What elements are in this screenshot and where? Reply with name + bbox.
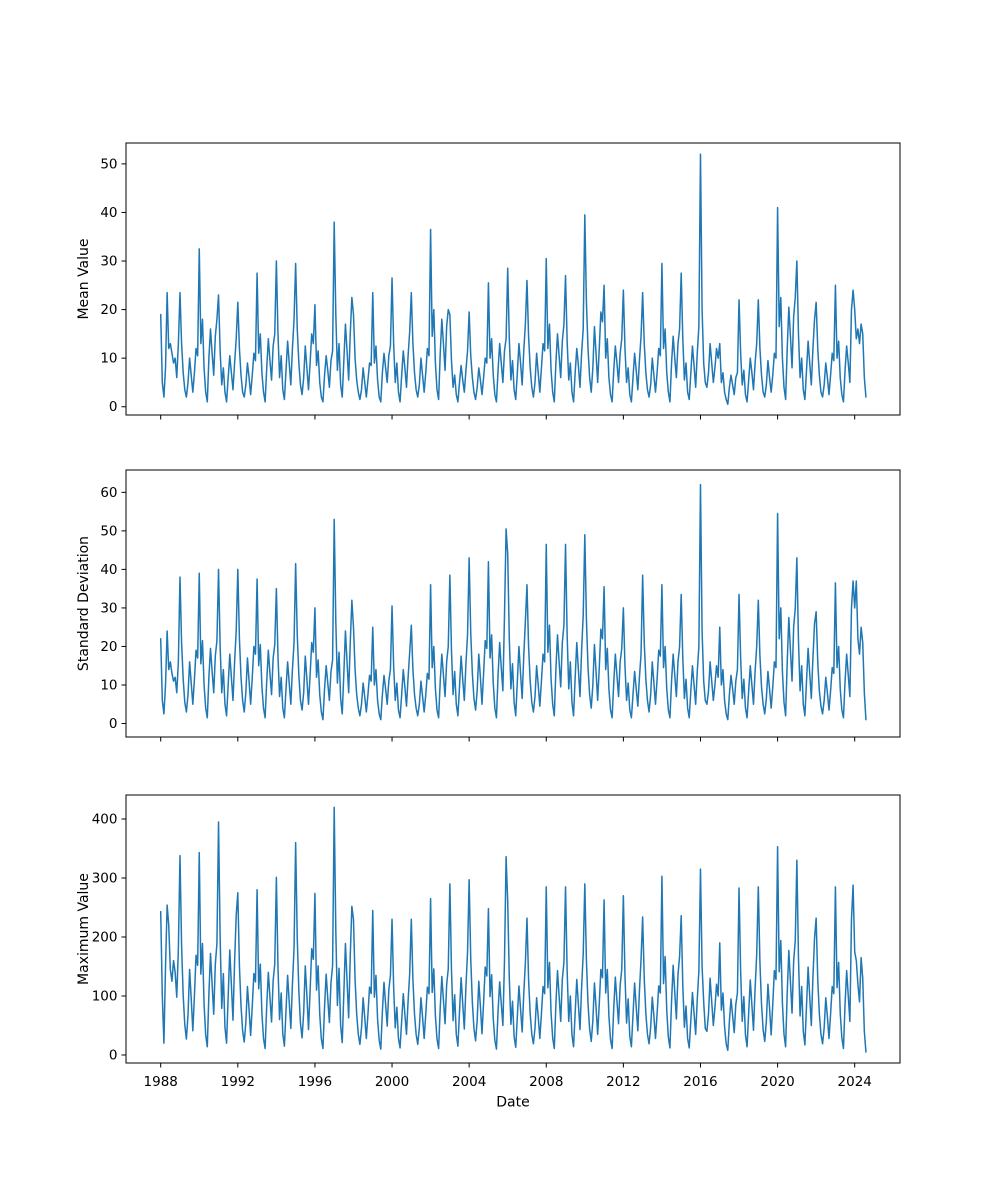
axes-spines xyxy=(125,469,901,738)
x-tick-label: 2024 xyxy=(838,1074,872,1090)
y-tick-label: 300 xyxy=(92,871,118,887)
y-tick-label: 20 xyxy=(100,639,117,655)
y-tick-label: 100 xyxy=(92,988,118,1004)
x-tick-label: 2008 xyxy=(529,1074,563,1090)
series-line xyxy=(159,483,867,721)
x-tick-label: 1996 xyxy=(298,1074,332,1090)
x-tick-label: 1992 xyxy=(221,1074,255,1090)
y-tick-label: 200 xyxy=(92,929,118,945)
series-line xyxy=(159,153,867,406)
x-axis-label: Date xyxy=(496,1095,529,1111)
y-axis-label: Maximum Value xyxy=(76,873,92,985)
x-tick-label: 2000 xyxy=(375,1074,409,1090)
mean-value-chart: 0 10 20 30 40 50 Mean Value xyxy=(76,142,901,420)
x-tick-label: 2012 xyxy=(606,1074,640,1090)
y-tick-label: 30 xyxy=(100,254,117,270)
y-tick-label: 30 xyxy=(100,600,117,616)
x-tick-label: 1988 xyxy=(144,1074,178,1090)
y-tick-label: 40 xyxy=(100,562,117,578)
maximum-value-chart: 0 100 200 300 400 1988 1992 1996 2000 2004 2008 201… xyxy=(76,794,901,1111)
y-tick-label: 60 xyxy=(100,485,117,501)
y-tick-label: 50 xyxy=(100,523,117,539)
y-tick-label: 10 xyxy=(100,677,117,693)
y-tick-label: 40 xyxy=(100,205,117,221)
y-axis-label: Standard Deviation xyxy=(76,536,92,671)
axes-spines xyxy=(125,794,901,1064)
standard-deviation-chart: 0 10 20 30 40 50 60 Standard Deviation xyxy=(76,469,901,742)
y-tick-label: 0 xyxy=(109,1047,118,1063)
axes-spines xyxy=(125,142,901,416)
y-tick-label: 0 xyxy=(109,399,118,415)
x-tick-label: 2016 xyxy=(683,1074,717,1090)
y-tick-label: 50 xyxy=(100,156,117,172)
y-tick-label: 20 xyxy=(100,302,117,318)
x-tick-label: 2020 xyxy=(760,1074,794,1090)
series-line xyxy=(159,806,867,1053)
x-tick-label: 2004 xyxy=(452,1074,486,1090)
y-tick-label: 400 xyxy=(92,812,118,828)
y-tick-label: 0 xyxy=(109,716,118,732)
y-axis-label: Mean Value xyxy=(76,238,92,319)
y-tick-label: 10 xyxy=(100,351,117,367)
